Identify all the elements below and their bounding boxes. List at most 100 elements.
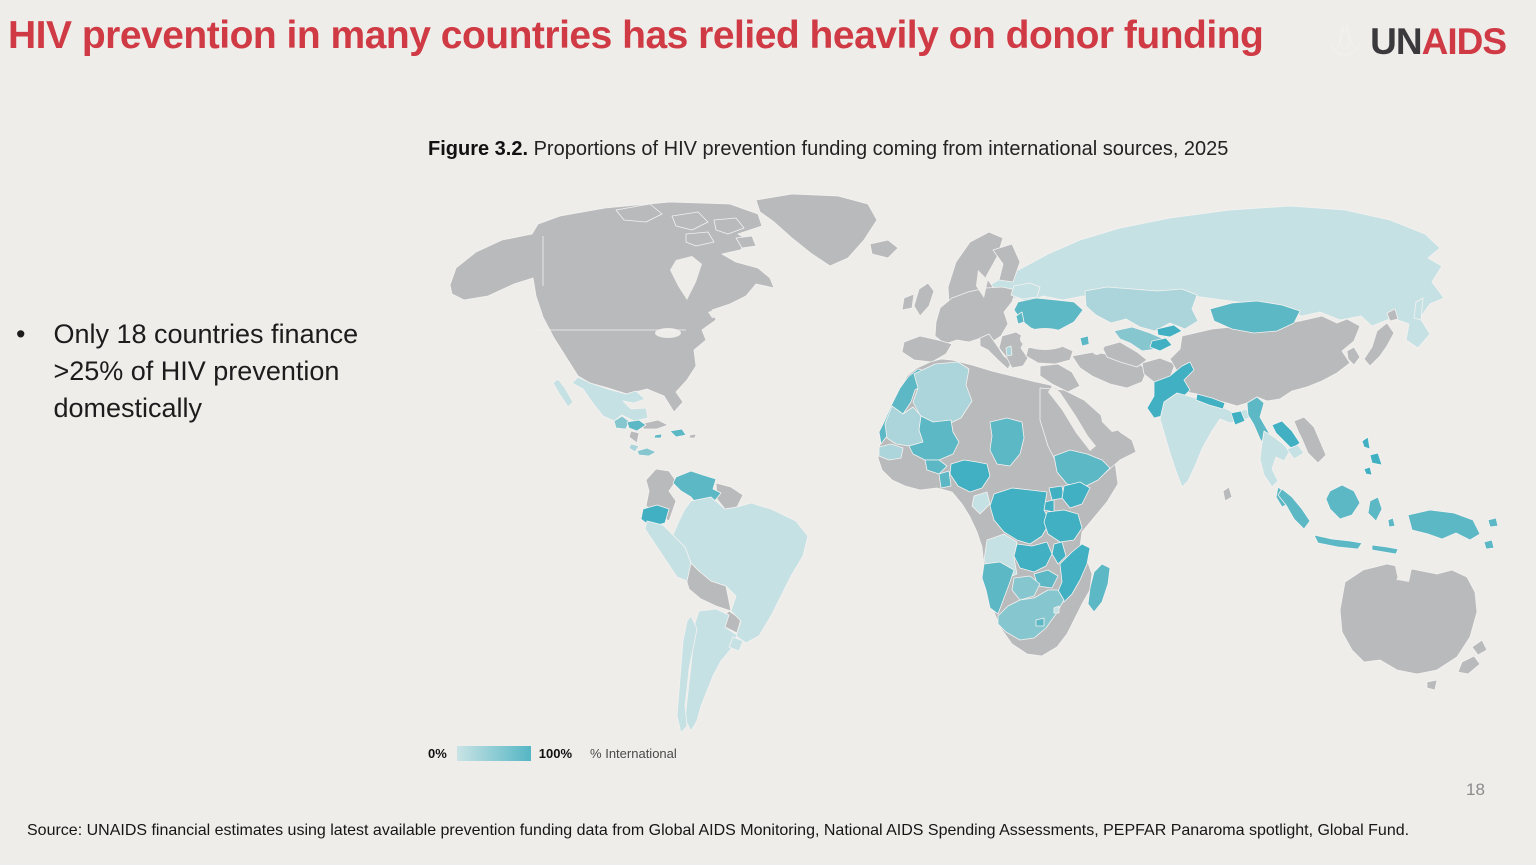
country-kyrgyzstan <box>1156 324 1183 338</box>
country-lesotho <box>1035 617 1045 627</box>
water-persian-gulf <box>1100 412 1120 432</box>
world-choropleth-map <box>440 190 1510 735</box>
bullet-marker: • <box>16 319 26 349</box>
water-gulf-carpentaria <box>1395 566 1412 582</box>
country-japan <box>1363 308 1399 367</box>
country-burkina-faso <box>924 459 948 475</box>
country-finland <box>992 243 1021 283</box>
country-zambia <box>1013 541 1053 573</box>
country-botswana <box>1011 575 1041 601</box>
country-pakistan <box>1146 361 1195 419</box>
water-baltic-sea <box>976 270 988 298</box>
country-bangladesh <box>1230 410 1246 426</box>
country-costa-rica <box>628 443 640 453</box>
border-us-canada <box>538 236 686 331</box>
country-kenya <box>1061 481 1091 509</box>
figure-caption: Figure 3.2. Proportions of HIV preventio… <box>428 138 1228 161</box>
country-thailand <box>1259 430 1291 488</box>
country-borneo <box>1325 484 1361 520</box>
country-jamaica <box>653 433 663 439</box>
country-panama <box>636 447 657 457</box>
country-mexico <box>571 376 649 422</box>
country-nigeria <box>949 459 991 493</box>
unaids-emblem-icon <box>1322 16 1368 67</box>
water-black-sea <box>1020 328 1070 350</box>
country-russia-sakhalin <box>1413 297 1424 321</box>
country-united-kingdom <box>913 282 935 317</box>
country-tajikistan <box>1149 337 1173 352</box>
country-turkmenistan <box>1101 341 1148 368</box>
country-ireland <box>901 293 915 311</box>
country-hispaniola <box>669 428 687 438</box>
bullet-text: Only 18 countries finance >25% of HIV pr… <box>53 319 359 423</box>
water-great-lakes <box>655 328 681 338</box>
country-puerto-rico <box>688 433 697 439</box>
country-uruguay <box>728 636 744 652</box>
country-senegal <box>878 443 904 461</box>
country-new-zealand <box>1457 639 1488 675</box>
country-canada-us-alaska <box>449 201 775 413</box>
map-legend: 0% 100% % International <box>428 746 677 761</box>
country-chad <box>989 417 1025 467</box>
key-message-bullet: • Only 18 countries finance >25% of HIV … <box>16 316 416 427</box>
country-indonesia-java <box>1313 534 1363 550</box>
country-honduras <box>626 419 647 432</box>
country-ukraine <box>1013 297 1084 334</box>
legend-min-label: 0% <box>428 746 447 761</box>
figure-label: Figure 3.2. <box>428 138 529 160</box>
country-greenland <box>755 193 878 267</box>
logo-un: UN <box>1370 20 1422 62</box>
country-indonesia-sumatra <box>1277 488 1311 530</box>
country-new-guinea <box>1407 509 1499 550</box>
legend-max-label: 100% <box>538 746 573 761</box>
country-cambodia <box>1286 444 1305 460</box>
country-eswatini <box>1053 605 1060 614</box>
country-algeria <box>912 361 973 429</box>
page-number: 18 <box>1466 780 1485 799</box>
country-mexico-baja <box>552 378 574 408</box>
country-italy <box>979 333 1013 370</box>
figure-caption-text: Proportions of HIV prevention funding co… <box>528 138 1229 160</box>
water-hudson-bay <box>670 256 702 300</box>
country-indonesia-sulawesi <box>1367 496 1383 522</box>
country-arctic-islands <box>615 203 757 249</box>
country-gabon <box>971 491 991 515</box>
legend-gradient-bar <box>456 746 531 761</box>
water-red-sea <box>1048 386 1096 451</box>
country-belarus <box>1010 282 1041 300</box>
country-cuba <box>639 419 669 430</box>
country-syria-iraq <box>1039 363 1081 393</box>
country-kazakhstan <box>1084 286 1199 332</box>
country-mongolia <box>1209 300 1301 334</box>
country-tanzania <box>1043 509 1083 543</box>
country-albania <box>1005 345 1013 357</box>
country-peru <box>644 520 692 582</box>
country-brazil <box>672 496 809 644</box>
world-map-svg <box>449 193 1499 734</box>
legend-unit-label: % International <box>590 746 677 761</box>
country-namibia <box>981 561 1015 615</box>
country-iberia <box>901 335 953 363</box>
country-philippines <box>1361 436 1383 476</box>
country-madagascar <box>1087 563 1111 613</box>
country-india <box>1159 392 1253 488</box>
country-south-africa <box>997 589 1065 641</box>
country-europe-mainland <box>934 286 1017 345</box>
country-malawi <box>1051 541 1067 565</box>
country-guatemala <box>613 415 630 430</box>
country-nepal <box>1195 393 1226 410</box>
country-indonesia-lesser-sunda <box>1371 517 1399 555</box>
country-ethiopia <box>1053 449 1111 489</box>
country-argentina <box>684 608 738 732</box>
country-korea <box>1346 346 1361 366</box>
unaids-logo: UNAIDS <box>1322 16 1507 67</box>
water-gulf-st-lawrence <box>708 308 724 318</box>
logo-aids: AIDS <box>1421 20 1507 62</box>
country-togo-benin <box>938 470 952 489</box>
country-chile <box>676 615 698 734</box>
country-vietnam <box>1293 416 1327 464</box>
unaids-logo-text: UNAIDS <box>1370 20 1507 63</box>
country-sri-lanka <box>1222 486 1233 502</box>
country-moldova <box>1015 311 1025 325</box>
